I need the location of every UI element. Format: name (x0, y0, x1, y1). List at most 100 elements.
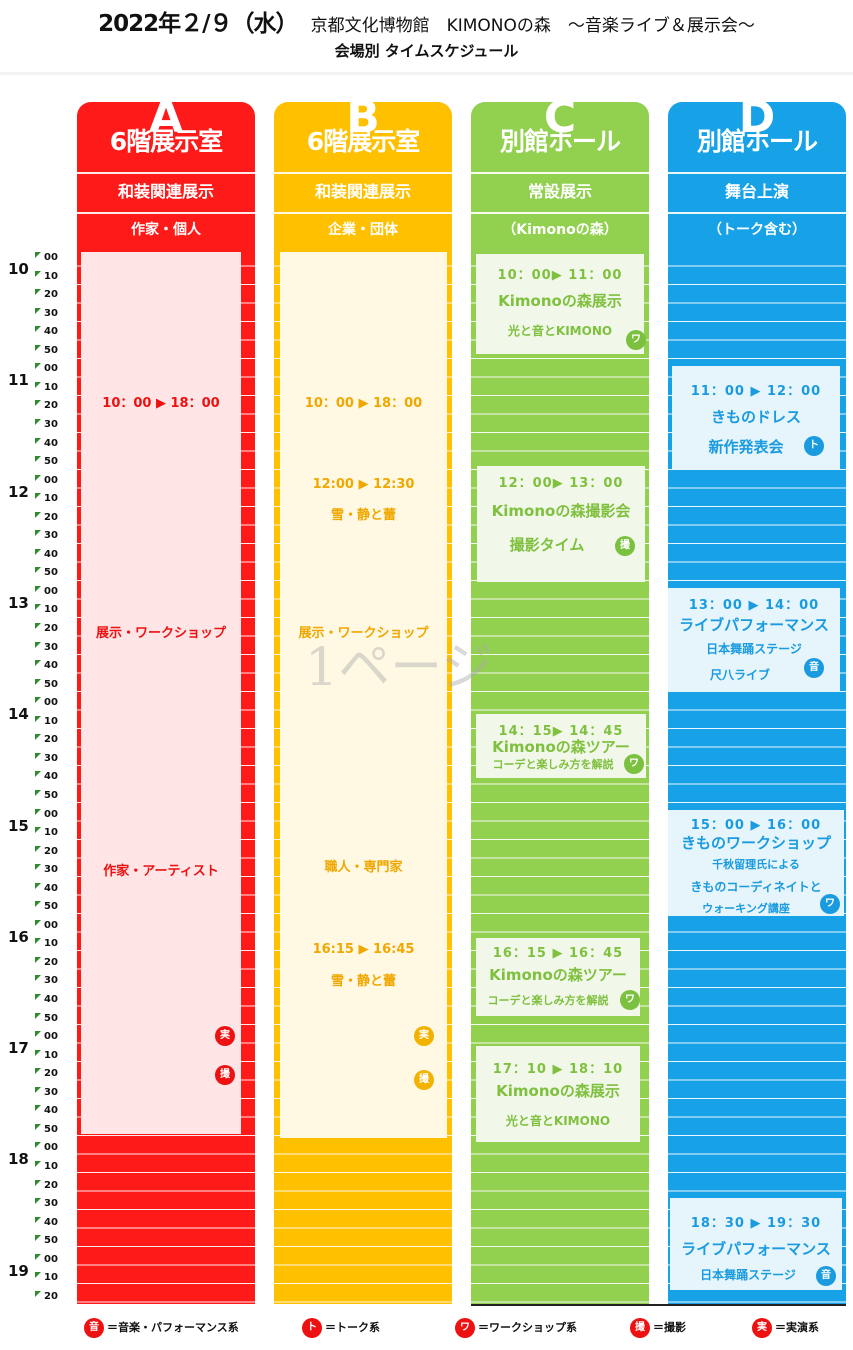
event-title: きものワークショップ (680, 834, 831, 852)
minute-label: 00 (44, 697, 58, 709)
exhibit-label: 作家・アーティスト (103, 864, 219, 879)
minute-tick (35, 585, 41, 592)
exhibit-time: 10：00 ▶ 18：00 (102, 396, 220, 411)
minute-tick (35, 938, 41, 945)
minute-label: 20 (44, 956, 58, 968)
minute-tick (35, 548, 41, 555)
minute-tick (35, 789, 41, 796)
column-letter: C (543, 102, 577, 143)
minute-label: 40 (44, 660, 58, 672)
minute-tick (35, 400, 41, 407)
page-subtitle: 会場別 タイムスケジュール (334, 42, 519, 60)
event-card: 16：15 ▶ 16：45 Kimonoの森ツアー コーデと楽しみ方を解説 ワ (476, 938, 640, 1016)
event-time: 16：15 ▶ 16：45 (492, 946, 624, 961)
minute-label: 20 (44, 400, 58, 412)
minute-tick (35, 1179, 41, 1186)
column-sub: （トーク含む） (708, 222, 806, 238)
minute-tick (35, 827, 41, 834)
minute-tick (35, 1031, 41, 1038)
column-sub: 作家・個人 (131, 222, 201, 238)
event-time: 12：00▶ 13：00 (498, 476, 624, 491)
event-detail: きものコーディネイトと (690, 880, 822, 894)
column-category: 常設展示 (527, 182, 592, 201)
workshop-badge-icon: ワ (455, 1318, 475, 1338)
minute-label: 30 (44, 530, 58, 542)
hour-label: 16 (8, 927, 29, 946)
minute-label: 30 (44, 418, 58, 430)
minute-label: 30 (44, 641, 58, 653)
column-a: A 6階展示室 和装関連展示 作家・個人 10：00 ▶ 18：00 展示・ワー… (77, 102, 255, 1304)
legend-item: 実＝実演系 (752, 1318, 819, 1338)
column-b: B 6階展示室 和装関連展示 企業・団体 10：00 ▶ 18：00 12:00… (274, 102, 452, 1304)
event-note: 光と音とKIMONO (507, 324, 613, 338)
minute-tick (35, 437, 41, 444)
minute-tick (35, 1216, 41, 1223)
schedule-grid: 10：00 ▶ 18：00 12:00 ▶ 12:30 雪・静と蕾 展示・ワーク… (274, 248, 452, 1304)
minute-tick (35, 956, 41, 963)
minute-tick (35, 975, 41, 982)
minute-tick (35, 1235, 41, 1242)
minute-label: 00 (44, 808, 58, 820)
minute-tick (35, 493, 41, 500)
music-badge-icon: 音 (84, 1318, 104, 1338)
minute-tick (35, 381, 41, 388)
talk-badge-icon: ト (302, 1318, 322, 1338)
minute-tick (35, 1123, 41, 1130)
hour-label: 19 (8, 1261, 29, 1280)
minute-label: 40 (44, 771, 58, 783)
exhibit-label: 職人・専門家 (324, 860, 403, 875)
minute-tick (35, 1086, 41, 1093)
event-note: 撮影タイム (509, 536, 585, 554)
event-title: Kimonoの森展示 (498, 292, 622, 310)
event-venue: 京都文化博物館 KIMONOの森 ～音楽ライブ＆展示会～ (310, 16, 755, 36)
schedule-grid: 10：00▶ 11：00 Kimonoの森展示 光と音とKIMONO ワ 12：… (471, 248, 649, 1304)
event-date: 2022年２/９（水） (98, 11, 298, 37)
page-title: 2022年２/９（水） 京都文化博物館 KIMONOの森 ～音楽ライブ＆展示会～ (0, 4, 853, 38)
photo-badge: 撮 (215, 1065, 235, 1085)
minute-tick (35, 1012, 41, 1019)
legend-item: 音＝音楽・パフォーマンス系 (84, 1318, 239, 1338)
column-letter: D (738, 102, 776, 143)
event-time: 15：00 ▶ 16：00 (690, 818, 822, 833)
minute-tick (35, 418, 41, 425)
minute-tick (35, 882, 41, 889)
minute-tick (35, 660, 41, 667)
event-note: コーデと楽しみ方を解説 (492, 758, 614, 771)
column-letter: B (346, 102, 380, 143)
column-d: D 別館ホール 舞台上演 （トーク含む） 11：00 ▶ 12：00 きものドレ… (668, 102, 846, 1304)
minute-tick (35, 1253, 41, 1260)
event-time: 11：00 ▶ 12：00 (690, 384, 822, 399)
minute-tick (35, 845, 41, 852)
column-category: 和装関連展示 (314, 182, 411, 201)
minute-tick (35, 697, 41, 704)
event-card: 13：00 ▶ 14：00 ライブパフォーマンス 日本舞踊ステージ 尺八ライブ … (668, 588, 840, 692)
photo-badge-icon: 撮 (630, 1318, 650, 1338)
event-note: 光と音とKIMONO (505, 1114, 611, 1128)
minute-tick (35, 344, 41, 351)
column-room: 別館ホール (499, 127, 621, 156)
minute-label: 20 (44, 1290, 58, 1302)
minute-label: 50 (44, 567, 58, 579)
event-card: 17：10 ▶ 18：10 Kimonoの森展示 光と音とKIMONO (476, 1046, 640, 1142)
event-subtitle: 日本舞踊ステージ (700, 1268, 796, 1282)
minute-label: 10 (44, 1049, 58, 1061)
minute-tick (35, 474, 41, 481)
legend-item: 撮＝撮影 (630, 1318, 686, 1338)
column-room: 6階展示室 (109, 127, 223, 156)
minute-label: 30 (44, 1086, 58, 1098)
minute-tick (35, 623, 41, 629)
event-time: 10：00▶ 11：00 (497, 268, 623, 283)
minute-tick (35, 1272, 41, 1279)
minute-tick (35, 456, 41, 463)
minute-tick (35, 901, 41, 908)
event-time: 13：00 ▶ 14：00 (688, 598, 820, 613)
event-detail: 千秋留理氏による (712, 858, 800, 871)
minute-label: 10 (44, 1160, 58, 1172)
minute-tick (35, 808, 41, 815)
minute-tick (35, 994, 41, 1000)
column-room: 別館ホール (696, 127, 818, 156)
minute-label: 30 (44, 307, 58, 319)
minute-label: 00 (44, 919, 58, 931)
minute-label: 00 (44, 474, 58, 486)
exhibit-block: 10：00 ▶ 18：00 展示・ワークショップ 作家・アーティスト (81, 252, 241, 1134)
